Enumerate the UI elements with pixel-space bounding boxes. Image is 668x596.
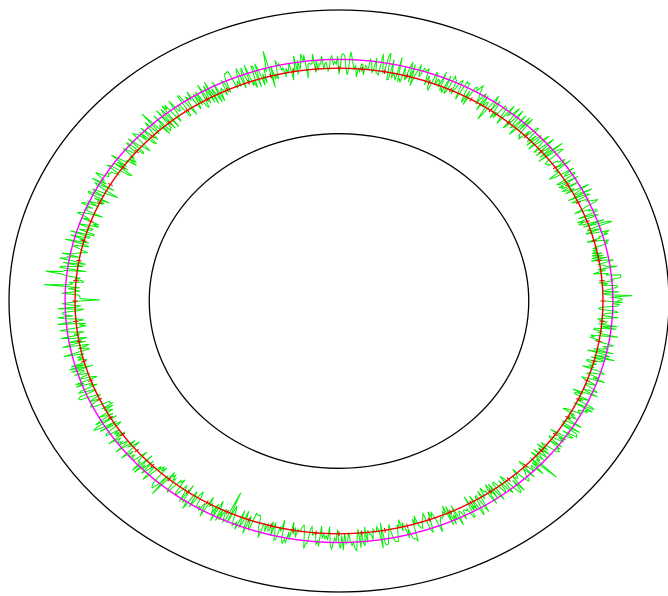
reference-circle-tick — [167, 120, 172, 125]
reference-circle-tick — [88, 220, 94, 223]
reference-circle-tick — [185, 489, 190, 494]
reference-circle-tick — [488, 108, 493, 113]
reference-circle-tick — [225, 87, 229, 93]
mean-circle — [64, 58, 614, 544]
reference-circle-tick — [427, 79, 431, 85]
reference-circle-tick — [120, 165, 126, 170]
reference-circle-tick — [596, 340, 602, 343]
reference-circle-tick — [565, 182, 571, 187]
boundary-circles — [8, 9, 668, 593]
reference-circle-tick — [406, 73, 409, 79]
reference-circle-tick — [81, 360, 87, 363]
reference-circle-tick — [383, 69, 386, 75]
reference-circle-tick — [406, 523, 409, 529]
reference-circle-tick — [185, 108, 190, 113]
reference-circle-tick — [506, 477, 511, 482]
reference-circle-tick — [506, 120, 511, 125]
reference-circle-tick — [134, 448, 140, 453]
reference-circle-tick — [150, 134, 155, 139]
reference-circle-tick — [383, 527, 386, 533]
noisy-signal-trace — [44, 51, 633, 552]
reference-circle-tick — [97, 397, 103, 401]
reference-circle-tick — [205, 97, 209, 102]
reference-circle-tick — [76, 259, 82, 262]
noisy-signal-series — [44, 51, 633, 552]
reference-circle-tick — [269, 73, 272, 79]
reference-circle-tick — [591, 360, 597, 363]
reference-circle-tick — [596, 259, 602, 262]
reference-circle-tick — [523, 134, 528, 139]
reference-circle-tick — [247, 517, 251, 523]
reference-circle-tick — [292, 527, 295, 533]
reference-circle-tick — [552, 432, 558, 437]
reference-circle-tick — [469, 97, 473, 102]
reference-circle-tick — [134, 149, 140, 154]
reference-circle-tick — [269, 523, 272, 529]
reference-circle-tick — [292, 69, 295, 75]
reference-circle-tick — [449, 509, 453, 515]
reference-circle-tick — [76, 340, 82, 343]
reference-circle-tick — [97, 201, 103, 205]
reference-circle-tick — [469, 500, 473, 505]
outer-boundary-circle — [8, 9, 668, 593]
reference-circle-tick — [552, 165, 558, 170]
reference-circle-tick — [167, 477, 172, 482]
reference-circle-tick — [88, 379, 94, 382]
reference-circle-series — [72, 65, 606, 537]
reference-circle-tick — [575, 201, 581, 205]
reference-circle-tick — [584, 379, 590, 382]
reference-circle-tick — [584, 220, 590, 223]
reference-circle-tick — [120, 432, 126, 437]
reference-circle-tick — [107, 415, 113, 420]
reference-circle-tick — [488, 489, 493, 494]
reference-circle-tick — [538, 149, 544, 154]
reference-circle-tick — [107, 182, 113, 187]
reference-circle-tick — [225, 509, 229, 515]
mean-circle-series — [64, 58, 614, 544]
reference-circle-tick — [205, 500, 209, 505]
reference-circle-tick — [150, 463, 155, 468]
reference-circle-tick — [523, 463, 528, 468]
reference-circle-tick — [565, 415, 571, 420]
reference-circle-tick — [538, 448, 544, 453]
reference-circle-tick — [427, 517, 431, 523]
reference-circle-tick — [449, 87, 453, 93]
reference-circle-tick — [591, 239, 597, 242]
reference-circle-tick — [81, 239, 87, 242]
reference-circle-tick — [575, 397, 581, 401]
reference-circle-tick — [247, 79, 251, 85]
inner-boundary-circle — [148, 133, 530, 469]
